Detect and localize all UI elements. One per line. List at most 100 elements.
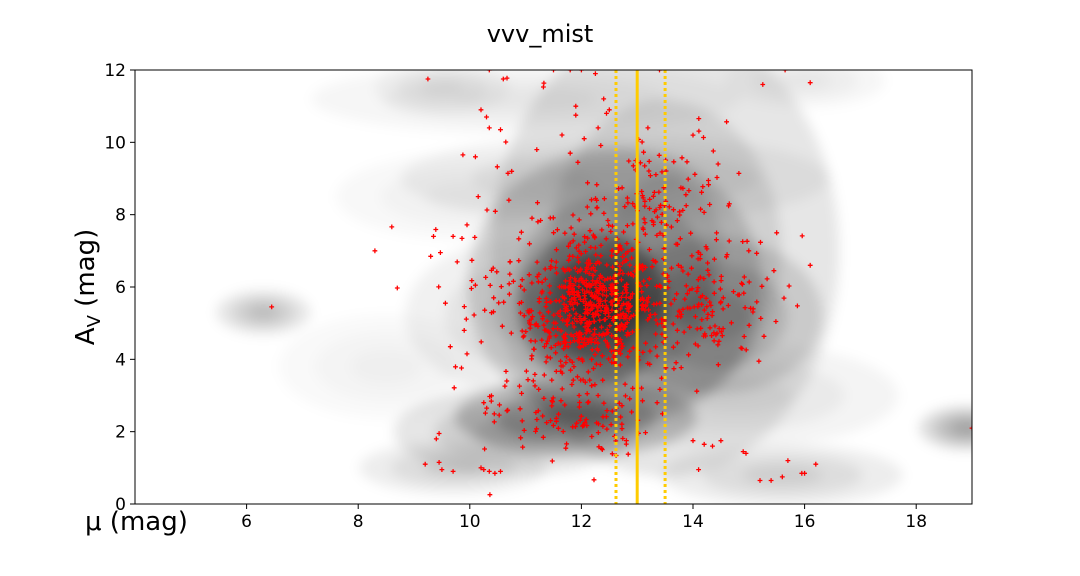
data-point	[488, 398, 494, 404]
data-point	[609, 348, 614, 354]
data-point	[618, 351, 623, 357]
data-point	[555, 326, 560, 332]
data-point	[622, 381, 628, 387]
data-point	[680, 268, 686, 274]
data-point	[541, 322, 547, 328]
data-point	[610, 264, 615, 270]
data-point	[609, 253, 614, 259]
data-point	[269, 304, 275, 310]
data-point	[527, 241, 532, 247]
data-point	[754, 299, 760, 305]
data-point	[568, 275, 573, 280]
data-point	[653, 331, 659, 337]
data-point	[619, 341, 624, 346]
data-point	[483, 410, 488, 416]
data-point	[619, 426, 625, 431]
data-point	[577, 417, 583, 423]
data-point	[591, 311, 597, 317]
data-point	[758, 239, 763, 245]
data-point	[422, 461, 428, 467]
data-point	[581, 136, 587, 142]
data-point	[554, 270, 559, 276]
data-point	[438, 250, 443, 255]
data-point	[595, 430, 601, 435]
data-point	[706, 182, 711, 188]
data-point	[574, 245, 579, 251]
data-point	[671, 344, 676, 350]
data-point	[748, 305, 753, 311]
data-point	[620, 311, 626, 316]
data-point	[564, 441, 569, 447]
data-point	[684, 159, 690, 165]
data-point	[529, 215, 535, 221]
data-point	[624, 241, 630, 246]
data-point	[505, 170, 511, 176]
data-point	[706, 272, 712, 278]
data-point	[528, 322, 533, 327]
data-point	[592, 234, 597, 240]
data-point	[670, 321, 676, 327]
data-point	[726, 238, 732, 244]
data-point	[602, 196, 607, 202]
data-point	[497, 402, 502, 408]
data-point	[543, 276, 548, 282]
data-point	[469, 278, 475, 283]
data-point	[553, 265, 558, 270]
data-point	[701, 441, 707, 447]
data-point	[699, 189, 704, 195]
data-point	[627, 396, 633, 402]
data-point	[695, 256, 701, 262]
data-point	[642, 199, 648, 204]
data-point	[615, 312, 621, 318]
data-point	[516, 236, 522, 242]
data-point	[629, 255, 634, 261]
data-point	[715, 161, 721, 167]
data-point	[575, 159, 581, 165]
data-point	[773, 319, 779, 324]
data-point	[538, 218, 543, 223]
data-point	[548, 264, 554, 270]
data-point	[588, 245, 594, 250]
data-point	[572, 316, 577, 321]
data-point	[491, 419, 497, 425]
data-point	[558, 328, 564, 334]
data-point	[683, 192, 689, 198]
data-point	[673, 360, 679, 366]
data-point	[619, 403, 625, 409]
reference-lines	[614, 70, 667, 504]
data-point	[568, 367, 573, 373]
data-point	[746, 279, 752, 285]
data-point	[640, 227, 646, 232]
data-point	[653, 207, 659, 213]
y-tick-label: 12	[104, 61, 126, 81]
data-point	[709, 333, 714, 338]
x-axis-label: μ (mag)	[85, 507, 188, 537]
data-point	[595, 295, 601, 301]
data-point	[619, 421, 625, 427]
data-point	[575, 301, 580, 307]
data-point	[576, 248, 582, 254]
data-point	[696, 128, 702, 134]
data-point	[594, 182, 600, 188]
data-point	[471, 312, 477, 318]
data-point	[680, 185, 686, 191]
data-point	[567, 150, 573, 156]
data-point	[581, 280, 587, 286]
data-point	[604, 340, 610, 346]
data-point	[589, 347, 595, 352]
data-point	[450, 234, 456, 239]
data-point	[679, 155, 685, 161]
data-point	[574, 420, 580, 426]
data-point	[503, 139, 509, 145]
density-blob	[247, 305, 279, 320]
data-point	[689, 265, 694, 271]
data-point	[703, 295, 709, 301]
data-point	[508, 330, 514, 336]
data-point	[535, 219, 541, 225]
data-point	[532, 322, 538, 328]
data-point	[592, 352, 598, 357]
data-point	[486, 469, 492, 474]
data-point	[644, 283, 650, 288]
data-point	[715, 362, 721, 368]
data-point	[551, 423, 556, 428]
